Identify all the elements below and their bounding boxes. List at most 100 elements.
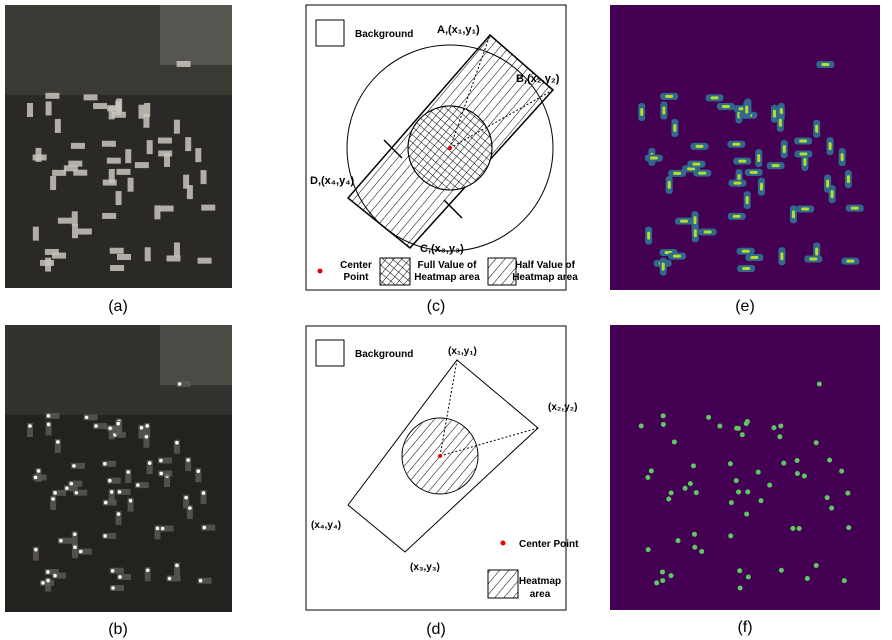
vehicle-dot <box>156 527 160 531</box>
vehicle <box>46 101 52 115</box>
heat-core <box>829 142 832 150</box>
heat-dot <box>717 424 722 429</box>
heat-dot <box>797 526 802 531</box>
vehicle <box>177 61 191 67</box>
vehicle <box>107 158 121 164</box>
corner-label: (x₃,y₃) <box>410 562 440 573</box>
heat-core <box>779 119 782 127</box>
heat-dot <box>825 495 830 500</box>
heat-core <box>668 181 671 189</box>
heat-core <box>733 182 741 185</box>
heat-core <box>687 167 695 170</box>
heat-dot <box>672 439 677 444</box>
aerial-image <box>5 5 232 288</box>
heat-core <box>809 257 817 260</box>
heat-core <box>673 124 676 132</box>
vehicle-dot <box>65 487 69 491</box>
vehicle-dot <box>184 496 188 500</box>
vehicle <box>93 103 107 109</box>
vehicle-dot <box>74 491 78 495</box>
vehicle <box>174 120 180 134</box>
vehicle <box>117 254 131 260</box>
corner-label: C,(x₃,y₃) <box>420 243 464 255</box>
heat-dot <box>691 463 696 468</box>
vehicle-dot <box>110 490 114 494</box>
heat-core <box>733 215 741 218</box>
heat-dot <box>669 573 674 578</box>
vehicle-dot <box>47 414 51 418</box>
heat-core <box>742 267 750 270</box>
heat-dot <box>654 580 659 585</box>
heat-dot <box>646 547 651 552</box>
vehicle-dot <box>34 476 38 480</box>
legend-label: Heatmap <box>519 576 561 587</box>
vehicle-dot <box>148 461 152 465</box>
panel-label: (d) <box>426 621 446 638</box>
heat-dot <box>842 578 847 583</box>
heat-core <box>696 145 704 148</box>
vehicle <box>110 265 124 271</box>
heat-dot <box>814 563 819 568</box>
vehicle-dot <box>103 462 107 466</box>
vehicle-dot <box>34 548 38 552</box>
heat-core <box>799 140 807 143</box>
vehicle-dot <box>103 534 107 538</box>
vehicle <box>116 169 130 175</box>
vehicle-dot <box>175 564 179 568</box>
heat-dot <box>683 486 688 491</box>
heat-dot <box>846 525 851 530</box>
heat-core <box>640 108 643 116</box>
corner-label: (x₁,y₁) <box>448 346 477 357</box>
vehicle <box>167 255 181 261</box>
vehicle-dot <box>145 435 149 439</box>
heat-core <box>692 163 700 166</box>
heat-dot <box>845 491 850 496</box>
heat-dot <box>669 490 674 495</box>
vehicle <box>125 149 131 163</box>
heat-core <box>760 183 763 191</box>
vehicle <box>201 205 215 211</box>
legend-dot <box>318 269 323 274</box>
vehicle-dot <box>140 426 144 430</box>
vehicle-dot <box>202 526 206 530</box>
vehicle <box>138 105 144 119</box>
heat-core <box>662 263 665 271</box>
vehicle <box>45 93 59 99</box>
legend-dot <box>501 541 506 546</box>
heat-core <box>772 164 780 167</box>
vehicle <box>116 191 122 205</box>
panel-label: (b) <box>108 621 128 638</box>
vehicle <box>195 148 201 162</box>
heat-dot <box>779 568 784 573</box>
legend-label: Heatmap area <box>512 272 578 283</box>
heat-core <box>694 229 697 237</box>
heat-dot <box>745 489 750 494</box>
heat-dot <box>728 533 733 538</box>
vehicle-dot <box>79 550 83 554</box>
vehicle-dot <box>56 440 60 444</box>
vehicle-dot <box>70 482 74 486</box>
vehicle-dot <box>46 579 50 583</box>
vehicle-dot <box>111 569 115 573</box>
vehicle-dot <box>118 575 122 579</box>
vehicle <box>115 101 121 115</box>
heat-core <box>738 160 746 163</box>
corner-label: D,(x₄,y₄) <box>310 175 354 187</box>
vehicle-dot <box>73 532 77 536</box>
vehicle-dot <box>117 512 121 516</box>
aerial-image <box>5 325 232 612</box>
heat-dot <box>692 532 697 537</box>
heat-dot <box>746 574 751 579</box>
heat-dot <box>676 538 681 543</box>
diagram-c: Background A,(x₁,y₁) B,(x₂,y₂) C,(x₃,y₃)… <box>306 5 578 290</box>
heat-core <box>746 196 749 204</box>
heat-dot <box>738 586 743 591</box>
heat-dot <box>734 426 739 431</box>
vehicle <box>154 205 160 219</box>
heat-core <box>673 172 681 175</box>
heat-core <box>847 175 850 183</box>
heat-dot <box>744 421 749 426</box>
heat-dot <box>645 475 650 480</box>
figure: Background A,(x₁,y₁) B,(x₂,y₂) C,(x₃,y₃)… <box>0 0 892 640</box>
legend-swatch <box>316 340 344 366</box>
